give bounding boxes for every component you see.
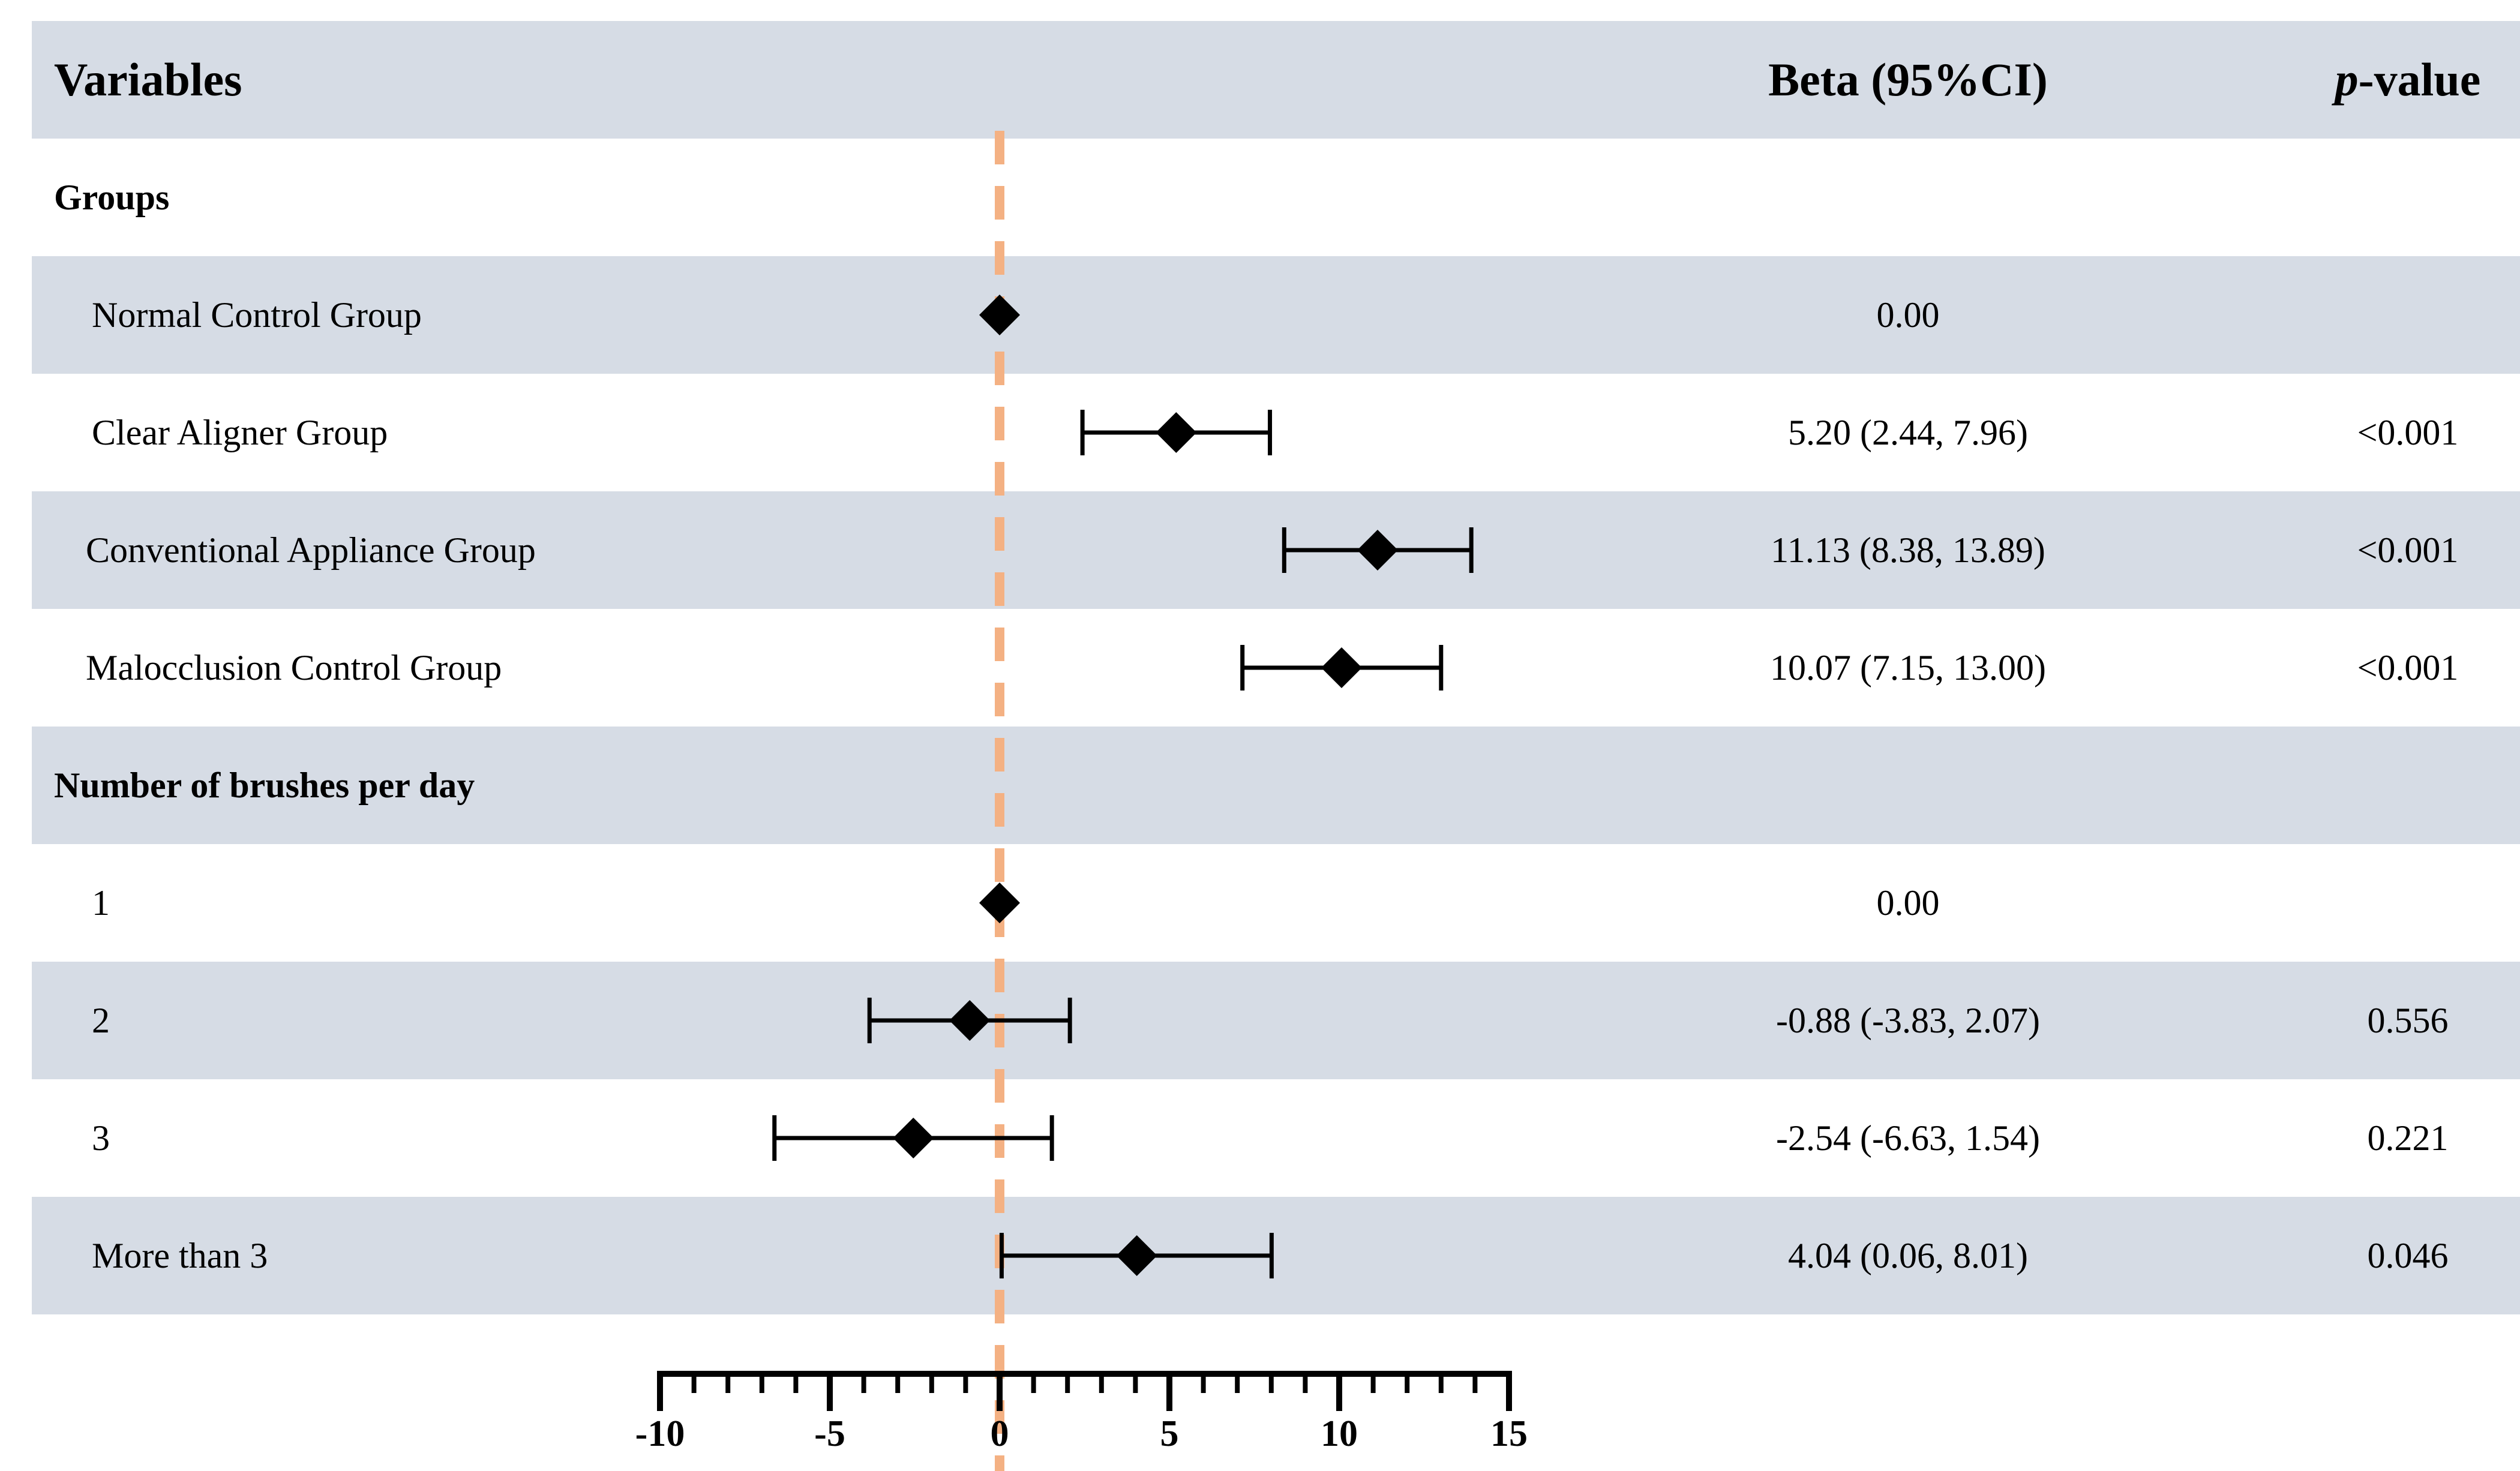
beta-ci-value: 4.04 (0.06, 8.01) (1788, 1235, 2028, 1275)
beta-ci-value: 11.13 (8.38, 13.89) (1771, 530, 2045, 570)
row-label: 1 (92, 882, 110, 923)
x-tick-label: 0 (991, 1413, 1009, 1454)
row-label: Conventional Appliance Group (86, 530, 536, 570)
row-label: Normal Control Group (92, 295, 422, 335)
x-tick-label: -10 (635, 1413, 685, 1454)
x-tick-label: 5 (1160, 1413, 1179, 1454)
section-label: Number of brushes per day (54, 765, 475, 805)
row-label: 3 (92, 1118, 110, 1158)
row-label: More than 3 (92, 1235, 268, 1275)
beta-header: Beta (95%CI) (1768, 53, 2048, 106)
row-label: Clear Aligner Group (92, 412, 388, 452)
beta-ci-value: 10.07 (7.15, 13.00) (1770, 647, 2046, 688)
table-row: 1 0.00 (32, 844, 2520, 962)
p-value (2108, 844, 2520, 962)
table-row: Clear Aligner Group 5.20 (2.44, 7.96) <0.0… (32, 374, 2520, 491)
table-row: Conventional Appliance Group 11.13 (8.38,… (32, 491, 2520, 609)
p-value-header: p -value (2108, 21, 2520, 139)
header-row: Variables Beta (95%CI) p -value (32, 21, 2520, 139)
table-row: More than 3 4.04 (0.06, 8.01) 0.046 (32, 1197, 2520, 1314)
table-row: 2 -0.88 (-3.83, 2.07) 0.556 (32, 962, 2520, 1079)
row-label: Malocclusion Control Group (86, 647, 502, 688)
p-value: 0.556 (2367, 1000, 2449, 1040)
p-value: <0.001 (2357, 412, 2459, 452)
row-label: 2 (92, 1000, 110, 1040)
table-row: Normal Control Group 0.00 (32, 256, 2520, 374)
beta-ci-value: 0.00 (1876, 882, 1940, 923)
beta-ci-value: -2.54 (-6.63, 1.54) (1776, 1118, 2040, 1158)
p-value: <0.001 (2357, 530, 2459, 570)
variables-header: Variables (54, 53, 242, 106)
section-label: Groups (54, 177, 170, 217)
p-value: 0.046 (2367, 1235, 2449, 1275)
p-italic: p (2335, 53, 2359, 106)
section-row: Number of brushes per day (32, 727, 2520, 844)
p-value: 0.221 (2367, 1118, 2449, 1158)
beta-ci-value: 0.00 (1876, 295, 1940, 335)
p-value: <0.001 (2357, 647, 2459, 688)
x-tick-label: 10 (1321, 1413, 1358, 1454)
section-row: Groups (32, 139, 2520, 256)
beta-ci-value: 5.20 (2.44, 7.96) (1788, 412, 2028, 452)
p-rest: -value (2358, 53, 2481, 106)
beta-ci-value: -0.88 (-3.83, 2.07) (1776, 1000, 2040, 1040)
x-tick-label: 15 (1490, 1413, 1528, 1454)
table-row: Malocclusion Control Group 10.07 (7.15, 1… (32, 609, 2520, 727)
x-tick-label: -5 (814, 1413, 845, 1454)
table-row: 3 -2.54 (-6.63, 1.54) 0.221 (32, 1079, 2520, 1197)
p-value (2108, 256, 2520, 374)
x-axis: -10 -5 0 5 10 15 (635, 1371, 1528, 1454)
